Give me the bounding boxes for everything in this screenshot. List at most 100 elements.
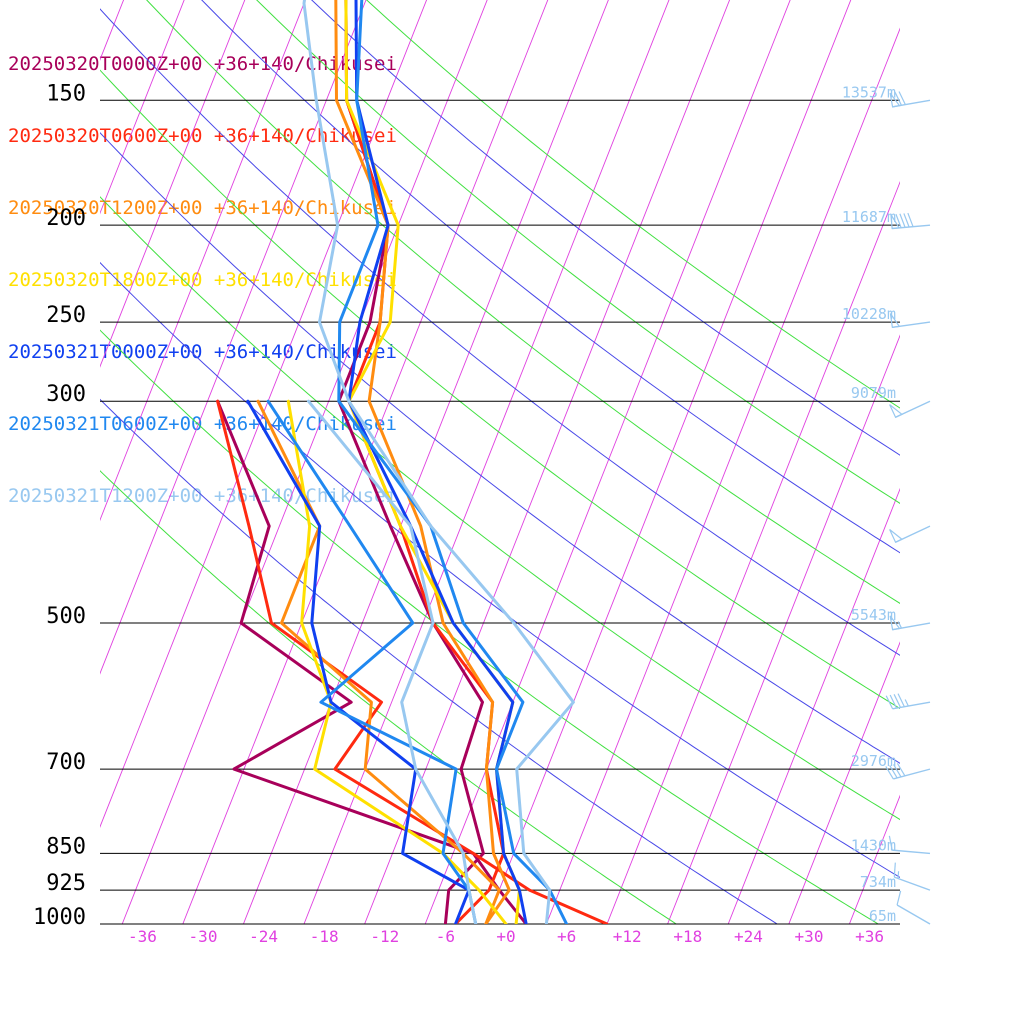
isotherm-line xyxy=(0,0,299,924)
height-label: 1430m xyxy=(851,836,896,854)
height-label: 5543m xyxy=(851,606,896,624)
x-tick-label: +30 xyxy=(795,927,824,946)
legend-entry: 20250320T0000Z+00 +36+140/Chikusei xyxy=(8,53,397,75)
height-label: 13537m xyxy=(842,83,896,101)
wind-barb-full xyxy=(894,91,902,106)
isotherm-line xyxy=(727,487,900,924)
isotherm-line xyxy=(424,0,791,924)
isotherm-line xyxy=(364,0,731,924)
isotherm-line xyxy=(788,641,900,924)
height-label: 9079m xyxy=(851,384,896,402)
wind-barb-full xyxy=(898,91,906,105)
wind-barb-flag xyxy=(889,615,901,631)
wind-barb xyxy=(889,313,931,329)
dry-adiabat-line xyxy=(100,196,900,821)
wind-barb xyxy=(889,400,931,419)
wind-barb-half xyxy=(904,699,909,707)
isotherm-line xyxy=(848,794,900,924)
dry-adiabat-grid xyxy=(100,0,900,924)
dewpoint-line xyxy=(216,399,609,924)
isotherm-line xyxy=(303,0,670,924)
temperature-line xyxy=(347,0,528,924)
x-tick-label: -18 xyxy=(310,927,339,946)
wind-barb-flag xyxy=(889,313,901,329)
isotherm-line xyxy=(242,0,609,924)
x-tick-label: +36 xyxy=(855,927,884,946)
isotherm-line xyxy=(100,0,367,675)
pressure-label: 925 xyxy=(46,871,86,896)
wind-barb-flag xyxy=(890,214,901,230)
x-tick-label: -6 xyxy=(436,927,455,946)
x-tick-label: -12 xyxy=(370,927,399,946)
isotherm-line xyxy=(667,334,900,924)
wind-barb-full xyxy=(889,694,898,709)
x-tick-label: +12 xyxy=(613,927,642,946)
height-label: 2976m xyxy=(851,752,896,770)
wind-barb-full xyxy=(899,213,906,228)
x-tick-label: +24 xyxy=(734,927,763,946)
temperature-line xyxy=(337,0,485,924)
isotherm-line xyxy=(100,0,185,215)
isotherm-line xyxy=(0,0,178,924)
legend-entry: 20250320T1800Z+00 +36+140/Chikusei xyxy=(8,269,397,291)
dry-adiabat-line xyxy=(100,8,900,656)
isotherm-line xyxy=(182,0,549,924)
wind-barb-full xyxy=(896,763,906,777)
wind-barb-full xyxy=(907,212,914,227)
dewpoint-line xyxy=(307,399,478,924)
x-tick-label: +0 xyxy=(496,927,515,946)
wind-barb-flag xyxy=(889,92,901,108)
pressure-label: 1000 xyxy=(33,905,86,930)
isotherm-line xyxy=(100,0,306,522)
wind-barb-half xyxy=(897,621,902,629)
legend-entry: 20250321T0000Z+00 +36+140/Chikusei xyxy=(8,341,397,363)
dry-adiabat-line xyxy=(201,0,900,554)
isotherm-line xyxy=(100,0,125,61)
wind-barb-full xyxy=(885,766,894,780)
wind-barb xyxy=(888,835,931,855)
isotherm-line xyxy=(100,0,246,368)
wind-barb-full xyxy=(893,764,902,778)
height-label: 10228m xyxy=(842,305,896,323)
pressure-label: 250 xyxy=(46,303,86,328)
x-tick-label: +18 xyxy=(673,927,702,946)
wind-barb-staff xyxy=(896,904,931,925)
x-tick-label: -30 xyxy=(189,927,218,946)
wind-barb xyxy=(893,862,931,891)
wind-barb-full xyxy=(893,862,896,878)
wind-barb-half xyxy=(897,871,900,879)
sounding-profiles xyxy=(216,0,609,924)
dewpoint-line xyxy=(266,399,478,924)
wind-barb xyxy=(889,615,931,631)
x-tick-label: -36 xyxy=(128,927,157,946)
isotherm-line xyxy=(545,27,900,924)
wind-barb-full xyxy=(895,213,902,228)
isotherm-line xyxy=(0,0,118,924)
dewpoint-line xyxy=(256,399,501,924)
wind-barb-staff xyxy=(893,768,931,780)
x-tick-label: +6 xyxy=(557,927,576,946)
wind-barb-full xyxy=(885,695,894,710)
dry-adiabat-line xyxy=(100,329,879,924)
pressure-label: 850 xyxy=(46,834,86,859)
wind-barb-staff xyxy=(894,876,931,891)
height-label: 65m xyxy=(869,907,896,925)
isotherm-line xyxy=(0,0,57,924)
axis-labels: 100150200250300500700850925100016087m135… xyxy=(33,81,896,946)
height-label: 11687m xyxy=(842,208,896,226)
isotherm-line xyxy=(606,180,900,924)
height-label: 734m xyxy=(860,873,896,891)
x-tick-label: -24 xyxy=(249,927,278,946)
dry-adiabat-line xyxy=(256,0,900,504)
dry-adiabat-line xyxy=(100,69,900,710)
wind-barb-full xyxy=(903,213,910,228)
wind-barb-flag xyxy=(889,404,904,419)
wind-barb xyxy=(885,763,931,780)
dry-adiabat-line xyxy=(100,132,900,764)
temperature-line xyxy=(334,0,511,924)
temperature-line xyxy=(302,0,575,924)
wind-barb xyxy=(885,693,931,710)
wind-barb-flag xyxy=(889,529,904,544)
wind-barb xyxy=(896,890,931,925)
